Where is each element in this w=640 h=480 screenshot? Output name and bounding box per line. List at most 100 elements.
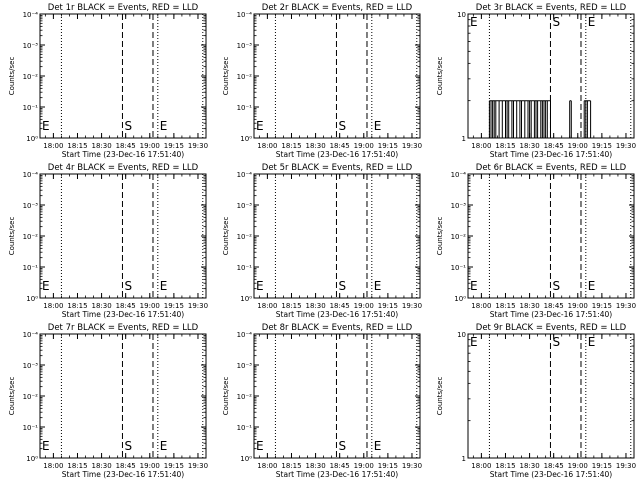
plot-frame <box>467 333 635 459</box>
x-axis-label: Start Time (23-Dec-16 17:51:40) <box>62 470 184 479</box>
y-axis-label: Counts/sec <box>436 57 444 96</box>
y-tick-label: 10⁻³ <box>23 42 39 50</box>
x-tick-label: 18:30 <box>91 462 111 470</box>
x-tick-label: 18:30 <box>305 462 325 470</box>
chart-title: Det 5r BLACK = Events, RED = LLD <box>262 163 413 173</box>
y-axis-label: Counts/sec <box>436 377 444 416</box>
x-axis-label: Start Time (23-Dec-16 17:51:40) <box>276 150 398 159</box>
detector-chart-2: Det 2r BLACK = Events, RED = LLD 10⁰ 10⁻¹ 1… <box>222 3 422 159</box>
marker-label: S <box>338 279 346 293</box>
y-tick-label: 10⁻³ <box>23 362 39 370</box>
marker-label: E <box>470 279 478 293</box>
x-tick-label: 18:00 <box>471 302 491 310</box>
plot-frame <box>253 13 421 139</box>
y-tick-label: 10⁰ <box>26 135 38 143</box>
y-tick-label: 10⁻³ <box>237 362 253 370</box>
y-tick-label: 10⁰ <box>240 295 252 303</box>
y-tick-label: 10⁻³ <box>237 42 253 50</box>
x-tick-label: 18:00 <box>43 302 63 310</box>
y-tick-label: 10⁻¹ <box>451 264 467 272</box>
y-tick-label: 10⁻¹ <box>23 264 39 272</box>
x-tick-label: 18:00 <box>257 462 277 470</box>
plot-frame <box>253 173 421 299</box>
marker-label: E <box>470 15 478 29</box>
x-tick-label: 18:00 <box>43 142 63 150</box>
x-tick-label: 19:30 <box>402 302 422 310</box>
x-tick-label: 19:30 <box>188 302 208 310</box>
y-tick-label: 10⁻² <box>237 393 253 401</box>
plot-frame <box>39 13 207 139</box>
x-axis-label: Start Time (23-Dec-16 17:51:40) <box>490 310 612 319</box>
marker-label: E <box>42 119 50 133</box>
x-tick-label: 18:30 <box>519 462 539 470</box>
x-tick-label: 18:45 <box>544 462 564 470</box>
x-tick-label: 18:45 <box>116 302 136 310</box>
x-tick-label: 18:00 <box>471 142 491 150</box>
x-tick-label: 18:45 <box>330 302 350 310</box>
x-tick-label: 18:15 <box>67 462 87 470</box>
y-tick-label: 10 <box>457 11 466 19</box>
x-tick-label: 18:45 <box>330 462 350 470</box>
x-tick-label: 19:30 <box>402 142 422 150</box>
x-tick-label: 18:30 <box>519 142 539 150</box>
y-tick-label: 1 <box>462 455 466 463</box>
x-axis-label: Start Time (23-Dec-16 17:51:40) <box>490 150 612 159</box>
x-tick-label: 19:00 <box>568 462 588 470</box>
y-axis-label: Counts/sec <box>8 57 16 96</box>
x-tick-label: 18:15 <box>67 142 87 150</box>
chart-title: Det 3r BLACK = Events, RED = LLD <box>476 3 627 13</box>
x-tick-label: 18:15 <box>281 142 301 150</box>
x-tick-label: 19:15 <box>378 142 398 150</box>
y-tick-label: 10 <box>457 331 466 339</box>
chart-title: Det 2r BLACK = Events, RED = LLD <box>262 3 413 13</box>
y-tick-label: 10⁻³ <box>23 202 39 210</box>
marker-label: E <box>374 439 382 453</box>
marker-label: E <box>374 279 382 293</box>
x-tick-label: 18:30 <box>519 302 539 310</box>
x-tick-label: 19:30 <box>188 142 208 150</box>
plot-frame <box>39 333 207 459</box>
marker-label: S <box>338 119 346 133</box>
marker-label: E <box>256 439 264 453</box>
y-tick-label: 10⁻² <box>237 233 253 241</box>
x-tick-label: 18:15 <box>281 462 301 470</box>
x-tick-label: 19:15 <box>592 142 612 150</box>
x-tick-label: 19:15 <box>164 302 184 310</box>
chart-title: Det 1r BLACK = Events, RED = LLD <box>48 3 199 13</box>
marker-label: E <box>160 279 168 293</box>
x-tick-label: 19:00 <box>140 302 160 310</box>
x-tick-label: 19:30 <box>616 142 636 150</box>
x-tick-label: 18:00 <box>471 462 491 470</box>
marker-label: E <box>42 439 50 453</box>
y-tick-label: 10⁻¹ <box>237 104 253 112</box>
marker-label: E <box>42 279 50 293</box>
x-tick-label: 18:45 <box>544 302 564 310</box>
x-tick-label: 19:00 <box>140 462 160 470</box>
y-tick-label: 10⁻² <box>451 233 467 241</box>
x-tick-label: 18:30 <box>91 302 111 310</box>
y-axis-label: Counts/sec <box>222 377 230 416</box>
marker-label: S <box>552 279 560 293</box>
y-tick-label: 10⁻² <box>23 393 39 401</box>
x-tick-label: 18:45 <box>330 142 350 150</box>
detector-chart-3: Det 3r BLACK = Events, RED = LLD 1 10 18:00… <box>436 3 636 159</box>
chart-title: Det 8r BLACK = Events, RED = LLD <box>262 323 413 333</box>
x-tick-label: 19:30 <box>402 462 422 470</box>
chart-title: Det 7r BLACK = Events, RED = LLD <box>48 323 199 333</box>
x-tick-label: 18:15 <box>67 302 87 310</box>
x-tick-label: 18:15 <box>495 142 515 150</box>
marker-label: S <box>338 439 346 453</box>
x-tick-label: 19:00 <box>140 142 160 150</box>
x-axis-label: Start Time (23-Dec-16 17:51:40) <box>490 470 612 479</box>
marker-label: S <box>124 119 132 133</box>
x-tick-label: 18:45 <box>544 142 564 150</box>
y-tick-label: 10⁻⁴ <box>23 171 39 179</box>
x-tick-label: 19:00 <box>354 302 374 310</box>
plot-frame <box>39 173 207 299</box>
x-tick-label: 19:30 <box>188 462 208 470</box>
detector-chart-7: Det 7r BLACK = Events, RED = LLD 10⁰ 10⁻¹ 1… <box>8 323 208 479</box>
y-axis-label: Counts/sec <box>436 217 444 256</box>
marker-label: E <box>470 335 478 349</box>
x-tick-label: 19:30 <box>616 462 636 470</box>
